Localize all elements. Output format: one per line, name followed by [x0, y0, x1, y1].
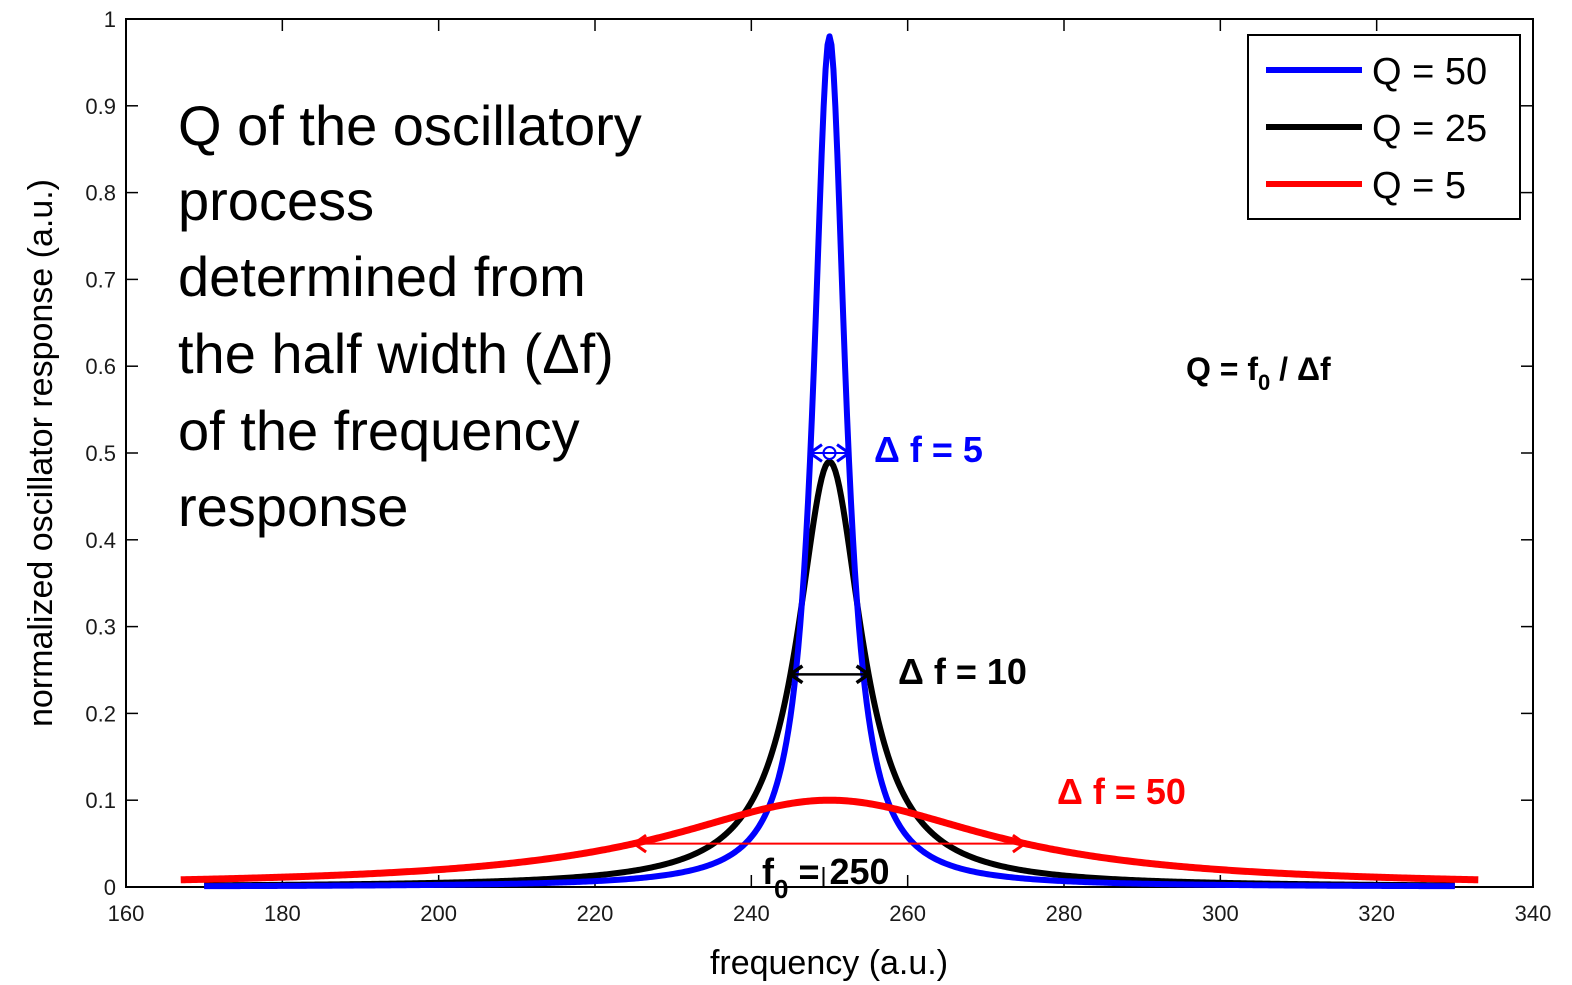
description-line: Q of the oscillatory	[178, 94, 642, 157]
description-line: determined from	[178, 245, 586, 308]
half-width-arrow-black	[787, 664, 872, 685]
legend-label-q25: Q = 25	[1372, 108, 1487, 150]
y-tick-label: 0.8	[85, 181, 116, 206]
q-formula-main: Q = f	[1186, 351, 1258, 387]
y-tick-label: 0.7	[85, 267, 116, 292]
description-line: response	[178, 475, 408, 538]
f0-symbol: f	[762, 851, 775, 892]
legend: Q = 50 Q = 25 Q = 5	[1247, 34, 1521, 220]
f0-subscript: 0	[774, 874, 788, 904]
y-tick-label: 0.4	[85, 528, 116, 553]
y-tick-label: 0	[104, 875, 116, 900]
series-line-q50	[203, 33, 1456, 890]
y-tick-label: 0.6	[85, 354, 116, 379]
x-tick-label: 180	[264, 901, 301, 926]
x-tick-label: 240	[733, 901, 770, 926]
q-formula: Q = f0 / Δf	[1186, 351, 1331, 395]
x-tick-label: 160	[108, 901, 145, 926]
y-tick-label: 1	[104, 7, 116, 32]
y-tick-label: 0.5	[85, 441, 116, 466]
legend-label-q50: Q = 50	[1372, 51, 1487, 93]
y-tick-label: 0.1	[85, 788, 116, 813]
delta-f-black-label: Δ f = 10	[898, 651, 1027, 692]
x-axis-label: frequency (a.u.)	[710, 944, 948, 982]
q-formula-subscript: 0	[1258, 370, 1270, 395]
delta-f-red-label: Δ f = 50	[1057, 771, 1186, 812]
x-tick-label: 220	[577, 901, 614, 926]
y-tick-label: 0.3	[85, 615, 116, 640]
half-width-arrow-blue	[807, 443, 852, 463]
series-layer	[179, 33, 1480, 890]
half-width-arrows	[631, 443, 1028, 887]
axis-ticks: 160 180 200 220 240 260 280 300 320 340 0 0.1 0.2 0.3…	[85, 7, 1551, 926]
description-line: the half width (Δf)	[178, 322, 614, 385]
x-tick-label: 320	[1358, 901, 1395, 926]
description-block: Q of the oscillatory process determined …	[178, 94, 642, 538]
half-width-arrow-red	[631, 833, 1028, 854]
delta-f-blue-label: Δ f = 5	[874, 429, 983, 470]
q-formula-rest: / Δf	[1270, 351, 1331, 387]
x-tick-label: 340	[1515, 901, 1552, 926]
y-tick-label: 0.9	[85, 94, 116, 119]
x-tick-label: 280	[1046, 901, 1083, 926]
description-line: of the frequency	[178, 399, 580, 462]
series-line-q5	[179, 796, 1480, 884]
legend-label-q5: Q = 5	[1372, 165, 1466, 207]
f0-annotation: f0 = 250	[762, 851, 890, 904]
half-max-marker	[822, 446, 837, 460]
f0-value: = 250	[788, 851, 889, 892]
y-axis-label: normalized oscillator response (a.u.)	[22, 179, 60, 727]
x-tick-label: 200	[420, 901, 457, 926]
x-tick-label: 260	[889, 901, 926, 926]
y-tick-label: 0.2	[85, 701, 116, 726]
description-line: process	[178, 169, 374, 232]
x-tick-label: 300	[1202, 901, 1239, 926]
